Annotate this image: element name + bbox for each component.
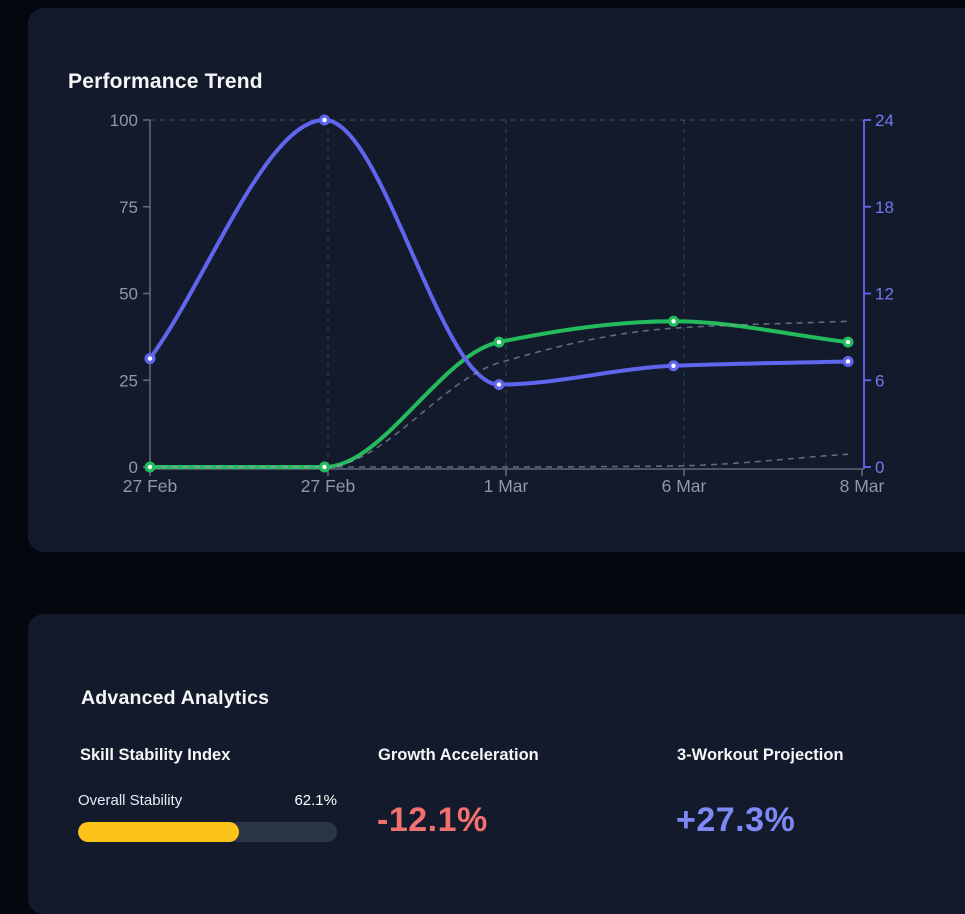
green-performance-line-dot-center — [147, 464, 153, 470]
growth-title: Growth Acceleration — [378, 746, 539, 764]
projection-value: +27.3% — [676, 801, 796, 839]
left-axis-label: 0 — [129, 458, 138, 477]
projection-title: 3-Workout Projection — [677, 746, 844, 764]
dashed-trend-lower-path — [149, 453, 849, 468]
left-axis-label: 50 — [119, 285, 138, 304]
right-axis-label: 24 — [875, 111, 894, 130]
growth-value: -12.1% — [377, 801, 488, 839]
x-axis-label: 6 Mar — [662, 476, 707, 496]
x-axis-label: 27 Feb — [301, 476, 355, 496]
stability-value: 62.1% — [294, 792, 337, 809]
right-axis-label: 18 — [875, 198, 894, 217]
stability-row: Overall Stability 62.1% — [78, 792, 337, 809]
purple-intensity-line-dot-center — [322, 117, 327, 123]
purple-intensity-line-dot-center — [845, 359, 851, 364]
purple-intensity-line-path — [148, 117, 850, 387]
left-axis-label: 100 — [110, 111, 138, 130]
purple-intensity-line-dot-center — [671, 363, 676, 368]
green-performance-line-dot-center — [496, 339, 502, 345]
stability-title: Skill Stability Index — [80, 746, 231, 764]
left-axis-label: 25 — [119, 371, 138, 390]
stability-progress-fill — [78, 822, 239, 842]
right-axis-label: 12 — [875, 285, 894, 304]
right-axis-label: 0 — [875, 458, 884, 477]
x-axis-label: 27 Feb — [123, 476, 177, 496]
purple-intensity-line-dot-center — [147, 356, 153, 361]
x-axis-label: 1 Mar — [484, 476, 529, 496]
x-axis-label: 8 Mar — [840, 476, 885, 496]
stability-label: Overall Stability — [78, 792, 183, 809]
green-performance-line-dot-center — [845, 339, 851, 345]
advanced-analytics-title: Advanced Analytics — [81, 687, 270, 710]
green-performance-line-dot-center — [322, 464, 327, 470]
performance-trend-title: Performance Trend — [68, 70, 263, 94]
right-axis-label: 6 — [875, 371, 884, 390]
purple-intensity-line-dot-center — [496, 382, 502, 387]
performance-trend-card — [28, 8, 965, 552]
green-performance-line-dot-center — [671, 319, 676, 324]
left-axis-label: 75 — [119, 198, 138, 217]
stability-progress-track — [78, 822, 337, 842]
